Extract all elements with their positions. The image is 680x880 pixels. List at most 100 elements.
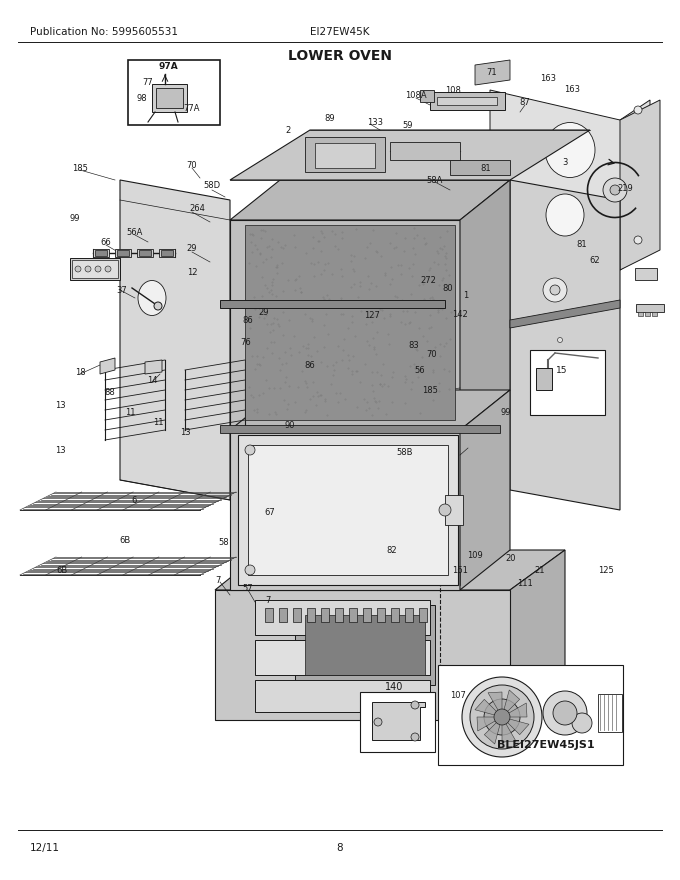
- Text: 59: 59: [403, 121, 413, 129]
- Polygon shape: [220, 300, 445, 308]
- Polygon shape: [305, 615, 425, 675]
- Polygon shape: [391, 608, 399, 622]
- Polygon shape: [372, 702, 425, 740]
- Polygon shape: [510, 300, 620, 328]
- Text: 219: 219: [617, 184, 633, 193]
- Text: 76: 76: [241, 338, 252, 347]
- Polygon shape: [477, 717, 502, 731]
- Polygon shape: [230, 130, 590, 180]
- Text: 185: 185: [422, 385, 438, 394]
- Text: 7: 7: [216, 576, 221, 584]
- Bar: [420, 90, 434, 102]
- Circle shape: [470, 685, 534, 749]
- Text: 86: 86: [305, 361, 316, 370]
- Polygon shape: [238, 435, 458, 585]
- Bar: [636, 304, 664, 312]
- Text: 109: 109: [467, 551, 483, 560]
- Text: 107: 107: [450, 691, 466, 700]
- Polygon shape: [145, 360, 162, 374]
- Polygon shape: [220, 425, 500, 433]
- Polygon shape: [279, 608, 287, 622]
- Text: 6B: 6B: [120, 536, 131, 545]
- Text: 99: 99: [500, 407, 511, 416]
- Polygon shape: [460, 390, 510, 590]
- Text: 7: 7: [265, 596, 271, 605]
- Text: 58A: 58A: [427, 175, 443, 185]
- Text: 67: 67: [265, 508, 275, 517]
- Text: 90: 90: [285, 421, 295, 429]
- Text: 86: 86: [243, 316, 254, 325]
- Polygon shape: [502, 717, 516, 742]
- Polygon shape: [490, 90, 650, 270]
- Text: 15: 15: [556, 365, 568, 375]
- Circle shape: [245, 445, 255, 455]
- Circle shape: [494, 709, 510, 725]
- Polygon shape: [307, 608, 315, 622]
- Text: 56: 56: [415, 365, 425, 375]
- Bar: [635, 268, 657, 280]
- Text: 163: 163: [540, 74, 556, 83]
- Polygon shape: [510, 550, 565, 720]
- Text: 87: 87: [520, 98, 530, 106]
- Bar: [93, 249, 109, 257]
- Text: 80: 80: [443, 283, 454, 292]
- Polygon shape: [245, 225, 455, 420]
- Circle shape: [543, 691, 587, 735]
- Bar: [137, 249, 153, 257]
- Text: 98: 98: [137, 93, 148, 102]
- Text: 13: 13: [54, 445, 65, 454]
- Text: 89: 89: [324, 114, 335, 122]
- Text: 108A: 108A: [405, 91, 427, 99]
- Polygon shape: [100, 358, 115, 374]
- Polygon shape: [230, 180, 510, 220]
- Circle shape: [439, 504, 451, 516]
- Text: 21: 21: [534, 566, 545, 575]
- Circle shape: [558, 398, 562, 402]
- Bar: [255, 640, 430, 675]
- Bar: [255, 680, 430, 712]
- Bar: [159, 249, 175, 257]
- Circle shape: [411, 733, 419, 741]
- Text: 66: 66: [101, 238, 112, 246]
- Polygon shape: [363, 608, 371, 622]
- Text: 57: 57: [243, 583, 254, 592]
- Text: 127: 127: [364, 311, 380, 319]
- Text: 29: 29: [187, 244, 197, 253]
- Bar: [536, 368, 552, 390]
- Text: 62: 62: [590, 255, 600, 265]
- Text: 58D: 58D: [203, 180, 220, 189]
- Text: 142: 142: [452, 310, 468, 319]
- Bar: [437, 97, 497, 105]
- Circle shape: [603, 178, 627, 202]
- Text: 71: 71: [487, 68, 497, 77]
- Circle shape: [572, 713, 592, 733]
- Bar: [152, 84, 187, 112]
- Ellipse shape: [546, 194, 584, 236]
- Text: 83: 83: [409, 341, 420, 349]
- Text: 125: 125: [598, 566, 614, 575]
- Text: Publication No: 5995605531: Publication No: 5995605531: [30, 27, 178, 37]
- Text: 81: 81: [481, 164, 492, 172]
- Text: 163: 163: [564, 84, 580, 93]
- Circle shape: [95, 266, 101, 272]
- Text: 58B: 58B: [396, 448, 413, 457]
- Polygon shape: [620, 100, 660, 270]
- Text: 13: 13: [180, 428, 190, 436]
- Bar: [95, 250, 107, 256]
- Text: 1: 1: [463, 290, 469, 299]
- Circle shape: [105, 266, 111, 272]
- Circle shape: [154, 302, 162, 310]
- Polygon shape: [215, 550, 565, 590]
- Polygon shape: [349, 608, 357, 622]
- Text: 108: 108: [445, 85, 461, 94]
- Bar: [445, 495, 463, 525]
- Bar: [438, 665, 623, 765]
- Polygon shape: [419, 608, 427, 622]
- Circle shape: [634, 236, 642, 244]
- Text: 3: 3: [562, 158, 568, 166]
- Bar: [652, 312, 657, 316]
- Text: 70: 70: [187, 160, 197, 170]
- Circle shape: [558, 338, 562, 342]
- Bar: [390, 142, 460, 160]
- Polygon shape: [377, 608, 385, 622]
